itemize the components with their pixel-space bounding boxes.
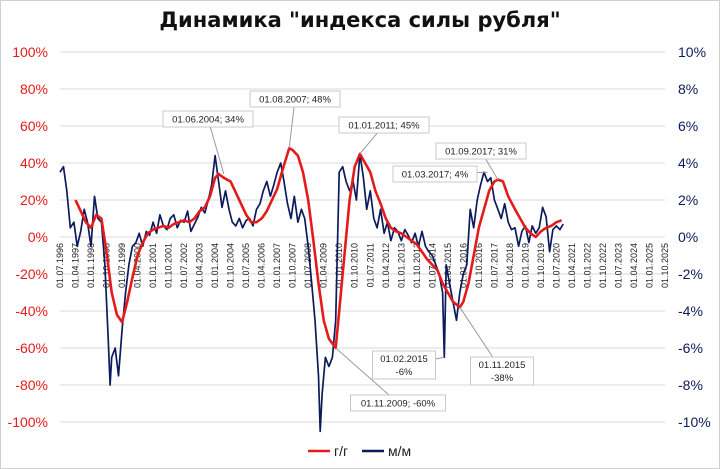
annotation-label: 01.03.2017; 4% xyxy=(402,170,469,181)
left-tick-label: 0% xyxy=(28,229,48,245)
annotation-leader xyxy=(335,347,399,404)
x-axis-ticks: 01.07.1996 01.04.1997 01.01.1998 01.10.1998… xyxy=(55,243,670,288)
x-tick-label: 01.04.2012 xyxy=(381,243,391,288)
right-tick-label: -10% xyxy=(678,414,711,430)
annotation-box xyxy=(249,90,341,108)
x-tick-label: 01.01.2025 xyxy=(644,243,654,288)
annotation-box xyxy=(350,394,446,412)
left-tick-label: -20% xyxy=(15,266,48,282)
x-tick-label: 01.04.2015 xyxy=(443,243,453,288)
x-tick-label: 01.10.2019 xyxy=(536,243,546,288)
x-tick-label: 01.04.2021 xyxy=(567,243,577,288)
annotation-label: 01.02.2015 xyxy=(380,354,428,365)
right-tick-label: 0% xyxy=(678,229,698,245)
x-tick-label: 01.04.2000 xyxy=(133,243,143,288)
annotation-label: 01.11.2009; -60% xyxy=(361,399,436,410)
annotation-label: 01.08.2007; 48% xyxy=(259,95,331,106)
x-tick-label: 01.07.2023 xyxy=(613,243,623,288)
x-tick-label: 01.01.2022 xyxy=(582,243,592,288)
left-axis-ticks: 100% 80% 60% 40% 20% 0% -20% -40% -60% -80% -100% xyxy=(8,44,48,430)
legend: г/г м/м xyxy=(308,443,411,459)
x-tick-label: 01.07.1996 xyxy=(55,243,65,288)
gridlines xyxy=(60,51,665,423)
x-tick-label: 01.01.2004 xyxy=(210,243,220,288)
x-tick-label: 01.10.2010 xyxy=(350,243,360,288)
series-line-yy xyxy=(74,146,563,350)
x-tick-label: 01.07.2005 xyxy=(241,243,251,288)
x-tick-label: 01.04.2009 xyxy=(319,243,329,288)
x-tick-label: 01.04.2003 xyxy=(195,243,205,288)
left-tick-label: 80% xyxy=(20,81,48,97)
x-tick-label: 01.01.2013 xyxy=(396,243,406,288)
right-tick-label: 6% xyxy=(678,118,698,134)
annotation-box xyxy=(470,356,534,386)
x-tick-label: 01.07.2008 xyxy=(303,243,313,288)
x-tick-label: 01.01.2001 xyxy=(148,243,158,288)
right-tick-label: 4% xyxy=(678,155,698,171)
annotation-label: 01.01.2011; 45% xyxy=(348,121,420,132)
left-tick-label: 40% xyxy=(20,155,48,171)
x-tick-label: 01.01.2019 xyxy=(520,243,530,288)
x-tick-label: 01.10.2013 xyxy=(412,243,422,288)
left-tick-label: 20% xyxy=(20,192,48,208)
left-tick-label: -80% xyxy=(15,377,48,393)
annotation-label: 01.06.2004; 34% xyxy=(172,115,244,126)
series-layer xyxy=(59,146,564,433)
right-tick-label: -6% xyxy=(678,340,703,356)
x-tick-label: 01.07.1999 xyxy=(117,243,127,288)
left-tick-label: -100% xyxy=(8,414,48,430)
annotation-label: -38% xyxy=(491,373,514,384)
x-tick-label: 01.10.2001 xyxy=(164,243,174,288)
x-tick-label: 01.01.2016 xyxy=(458,243,468,288)
annotation-box xyxy=(338,116,430,134)
x-tick-label: 01.07.2002 xyxy=(179,243,189,288)
chart-title: Динамика "индекса силы рубля" xyxy=(159,8,561,32)
x-tick-label: 01.01.1998 xyxy=(86,243,96,288)
annotation-layer: 01.06.2004; 34% 01.08.2007; 48% 01.01.2011… xyxy=(162,90,534,412)
annotation-label: -6% xyxy=(396,367,413,378)
x-tick-label: 01.10.2016 xyxy=(474,243,484,288)
annotation-box xyxy=(435,142,527,160)
right-tick-label: 10% xyxy=(678,44,706,60)
annotation-label: 01.11.2015 xyxy=(479,360,526,371)
x-tick-label: 01.10.1998 xyxy=(102,243,112,288)
left-tick-label: 100% xyxy=(12,44,48,60)
right-tick-label: 8% xyxy=(678,81,698,97)
x-tick-label: 01.10.2022 xyxy=(598,243,608,288)
right-axis-ticks: 10% 8% 6% 4% 2% 0% -2% -4% -6% -8% -10% xyxy=(678,44,711,430)
right-tick-label: -8% xyxy=(678,377,703,393)
annotation-box xyxy=(162,110,254,128)
right-tick-label: -4% xyxy=(678,303,703,319)
x-tick-label: 01.10.2025 xyxy=(660,243,670,288)
right-tick-label: -2% xyxy=(678,266,703,282)
annotation-leader xyxy=(207,118,225,175)
x-tick-label: 01.04.2018 xyxy=(505,243,515,288)
left-tick-label: -40% xyxy=(15,303,48,319)
annotation-box xyxy=(392,165,478,183)
x-tick-label: 01.04.2006 xyxy=(257,243,267,288)
x-tick-label: 01.07.2017 xyxy=(489,243,499,288)
annotation-label: 01.09.2017; 31% xyxy=(445,147,517,158)
legend-label-mm: м/м xyxy=(388,443,411,459)
right-tick-label: 2% xyxy=(678,192,698,208)
left-tick-label: -60% xyxy=(15,340,48,356)
legend-label-yy: г/г xyxy=(334,443,348,459)
x-tick-label: 01.01.2007 xyxy=(272,243,282,288)
x-tick-label: 01.10.2007 xyxy=(288,243,298,288)
x-tick-label: 01.04.2024 xyxy=(629,243,639,288)
x-tick-label: 01.07.2011 xyxy=(365,243,375,287)
x-tick-label: 01.07.2020 xyxy=(551,243,561,288)
left-tick-label: 60% xyxy=(20,118,48,134)
x-tick-label: 01.01.2010 xyxy=(334,243,344,288)
x-tick-label: 01.10.2004 xyxy=(226,243,236,288)
x-tick-label: 01.04.1997 xyxy=(71,243,81,288)
annotation-box xyxy=(372,350,436,380)
